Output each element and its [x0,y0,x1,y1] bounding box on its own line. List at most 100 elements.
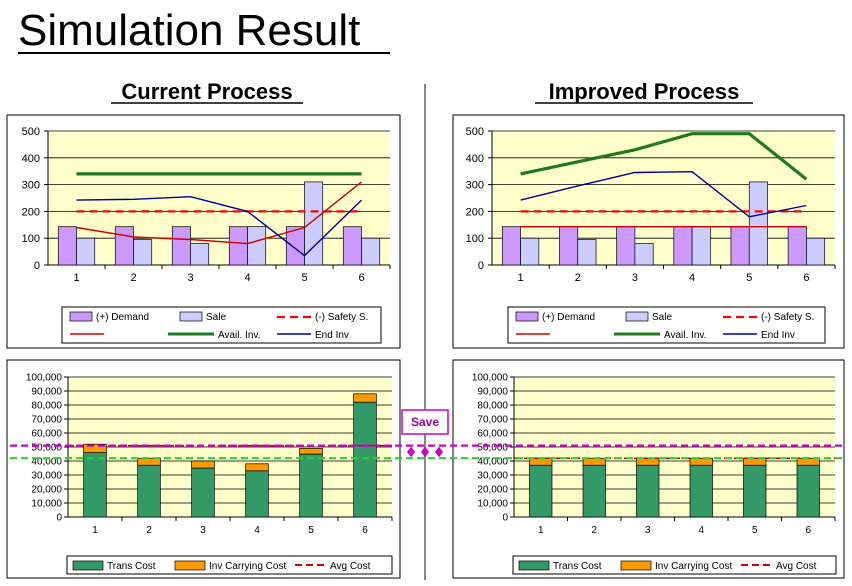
page-title: Simulation Result [18,6,360,55]
y-tick-label: 50,000 [477,443,508,454]
legend-endinv-label: End Inv [315,330,349,341]
legend-inv-label: Inv Carrying Cost [655,561,732,572]
demand-bar [114,226,134,266]
sale-bar [748,181,768,266]
x-tick-label: 6 [803,272,809,284]
y-tick-label: 30,000 [477,471,508,482]
inv-carrying-cost-bar [353,393,377,403]
x-tick-label: 3 [187,272,193,284]
trans-cost-bar [245,470,269,518]
legend-sale-swatch [625,311,649,322]
legend-avail-label: Avail. Inv. [218,330,260,341]
sale-bar [361,237,381,266]
y-tick-label: 200 [466,206,484,218]
x-tick-label: 4 [689,272,695,284]
legend-sale-label: Sale [206,312,226,323]
y-tick-label: 50,000 [31,443,62,454]
legend-trans-label: Trans Cost [553,561,602,572]
sale-bar [190,243,210,266]
current-process-heading: Current Process [121,79,292,104]
legend-inv-swatch [620,560,652,571]
sale-bar [634,243,654,266]
y-tick-label: 400 [22,153,40,165]
y-tick-label: 60,000 [31,429,62,440]
trans-cost-bar [743,464,767,518]
demand-bar [559,226,579,266]
trans-cost-bar [582,464,606,518]
y-tick-label: 0 [478,260,484,272]
x-tick-label: 6 [358,272,364,284]
legend-sale-label: Sale [652,312,672,323]
sale-bar [247,226,267,266]
y-tick-label: 20,000 [477,485,508,496]
improved-inventory-chart: 0 100 200 300 400 500 1 2 3 4 5 6 (+) Demand Sale (-) … [452,114,845,349]
x-tick-label: 2 [130,272,136,284]
plot-area [492,131,835,265]
y-tick-label: 100 [466,233,484,245]
y-tick-label: 60,000 [477,429,508,440]
savings-overlay: Save [10,409,845,460]
legend-avg-label: Avg Cost [776,561,817,572]
y-tick-label: 40,000 [477,457,508,468]
x-tick-label: 4 [244,272,250,284]
improved-cost-chart: 0 10,000 20,000 30,000 40,000 50,000 60,000 70,… [452,359,845,579]
x-tick-label: 6 [805,525,811,536]
legend [61,306,382,344]
sale-bar [806,237,826,266]
x-tick-label: 3 [645,525,651,536]
trans-cost-bar [137,464,161,518]
trans-cost-bar [796,464,820,518]
demand-bar [57,226,77,266]
legend-endinv-label: End Inv [761,330,795,341]
legend [66,555,393,575]
x-tick-label: 5 [301,272,307,284]
y-tick-label: 90,000 [477,387,508,398]
inv-carrying-cost-bar [245,463,269,472]
y-tick-label: 100,000 [472,373,509,384]
x-tick-label: 3 [200,525,206,536]
inv-carrying-cost-bar [191,460,215,469]
sale-bar [577,239,597,266]
y-tick-label: 0 [34,260,40,272]
y-tick-label: 200 [22,206,40,218]
legend-avg-label: Avg Cost [330,561,371,572]
y-tick-label: 100 [22,233,40,245]
legend-sale-swatch [179,311,203,322]
y-tick-label: 400 [466,153,484,165]
legend [512,555,837,575]
y-tick-label: 0 [502,513,508,524]
sale-bar [304,181,324,266]
x-tick-label: 3 [632,272,638,284]
x-tick-label: 1 [518,272,524,284]
y-tick-label: 0 [56,513,62,524]
savings-diamond-marker [421,446,429,458]
x-tick-label: 2 [591,525,597,536]
trans-cost-bar [529,464,553,518]
x-tick-label: 5 [746,272,752,284]
x-tick-label: 2 [575,272,581,284]
demand-bar [730,226,750,266]
legend-trans-label: Trans Cost [107,561,156,572]
y-tick-label: 300 [466,180,484,192]
y-tick-label: 300 [22,180,40,192]
red-line [76,181,362,245]
demand-bar [228,226,248,266]
sale-bar [76,237,96,266]
legend-safety-label: (-) Safety S. [761,312,814,323]
legend-inv-swatch [174,560,206,571]
save-callout-box [401,409,449,435]
x-tick-label: 4 [254,525,260,536]
y-tick-label: 20,000 [31,485,62,496]
demand-bar [171,226,191,266]
avail-inv-line [520,132,808,181]
savings-diamond-marker [407,446,415,458]
x-tick-label: 1 [538,525,544,536]
y-tick-label: 90,000 [31,387,62,398]
y-tick-label: 80,000 [477,401,508,412]
x-tick-label: 1 [92,525,98,536]
demand-bar [501,226,521,266]
x-tick-label: 5 [752,525,758,536]
legend-demand-swatch [515,311,539,322]
legend-trans-swatch [518,560,550,571]
